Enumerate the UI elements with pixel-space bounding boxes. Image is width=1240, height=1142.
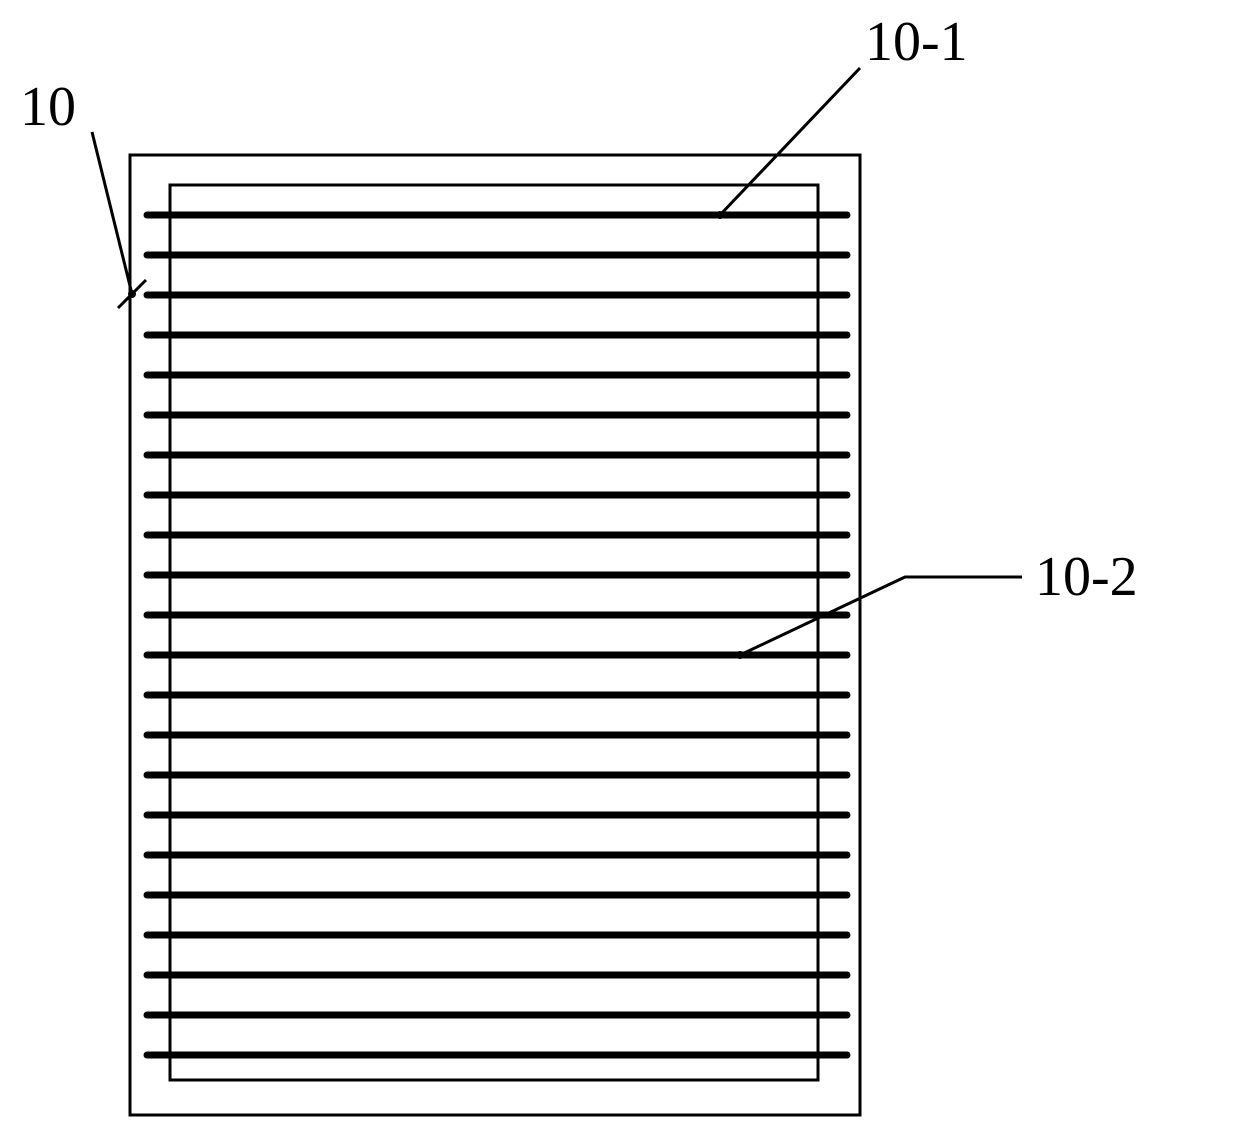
slats-group — [147, 212, 847, 1058]
label-10-2: 10-2 — [736, 546, 1138, 659]
inner-frame — [170, 185, 818, 1080]
label-10-text: 10 — [20, 76, 76, 138]
label-10-1-anchor-dot — [716, 211, 724, 219]
outer-frame — [130, 155, 860, 1115]
label-10-leader — [92, 132, 132, 294]
label-10-2-text: 10-2 — [1035, 546, 1138, 608]
label-10-2-anchor-dot — [736, 651, 744, 659]
label-10: 10 — [20, 76, 146, 308]
label-10-1-text: 10-1 — [865, 11, 968, 73]
label-10-anchor-dot — [128, 290, 136, 298]
label-10-1-leader — [720, 68, 860, 215]
label-10-1: 10-1 — [716, 11, 968, 219]
